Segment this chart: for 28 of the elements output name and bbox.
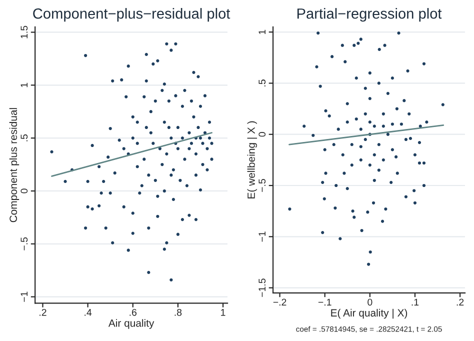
y-tick-label: −.5 (20, 237, 28, 250)
y-tick-label: −1 (20, 292, 28, 302)
y-tick-label: 0 (20, 188, 28, 194)
y-tick-label: 1 (258, 30, 266, 34)
x-tick-label: −.1 (318, 298, 332, 306)
x-tick-label: .2 (40, 308, 46, 316)
x-axis-title: E( Air quality | X) (331, 308, 408, 319)
x-tick-label: .4 (84, 309, 92, 316)
x-tick-label: .6 (130, 308, 136, 316)
y-tick-label: −1 (258, 232, 266, 242)
y-axis-title: E( wellbeing | X ) (247, 121, 258, 198)
x-tick-label: −.2 (273, 298, 286, 306)
x-tick-label: .1 (412, 298, 419, 306)
y-tick-label: .5 (20, 134, 28, 142)
y-tick-label: −.5 (258, 179, 266, 192)
y-tick-label: 0 (258, 132, 266, 137)
x-tick-label: .8 (174, 308, 182, 316)
chart-title: Partial−regression plot (297, 8, 442, 22)
x-tick-label: .2 (456, 298, 464, 306)
x-tick-label: 0 (368, 298, 372, 306)
y-axis-title: Component plus residual (9, 108, 20, 222)
y-tick-label: −1.5 (258, 278, 266, 297)
x-axis-title: Air quality (108, 319, 154, 329)
chart-title: Component−plus−residual plot (33, 8, 230, 22)
y-tick-label: 1 (20, 82, 28, 88)
y-tick-label: .5 (258, 80, 266, 86)
x-tick-label: 1 (221, 309, 226, 316)
y-tick-label: 1.5 (20, 26, 28, 38)
